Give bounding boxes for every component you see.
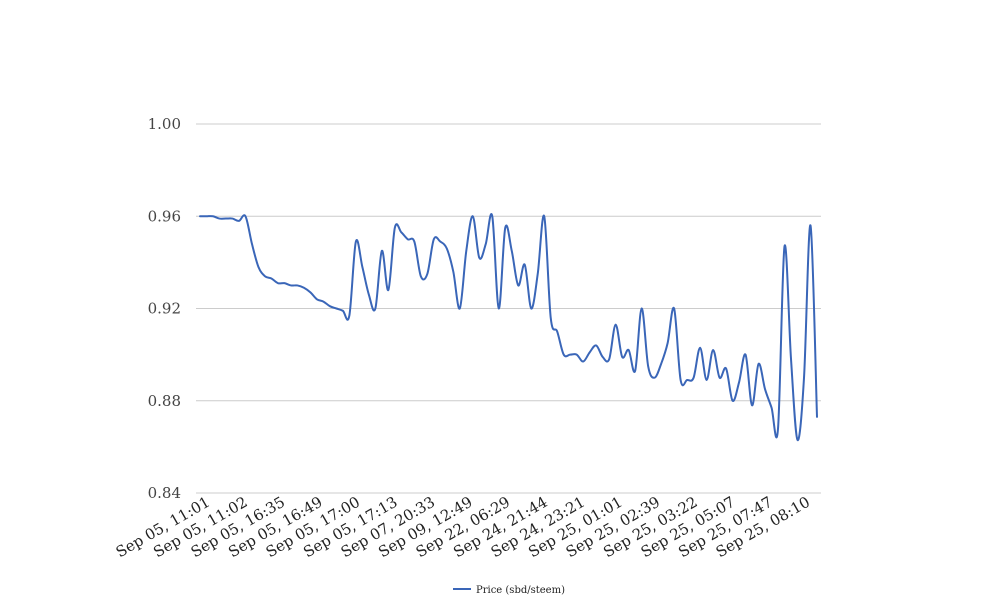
y-tick-label: 0.96	[148, 207, 181, 225]
y-tick-label: 0.92	[148, 300, 181, 318]
y-axis-ticks: 0.84 0.88 0.92 0.96 1.00	[148, 115, 181, 502]
gridlines	[196, 123, 821, 494]
y-tick-label: 0.88	[148, 392, 181, 410]
y-tick-label: 0.84	[148, 484, 181, 502]
legend-label[interactable]: Price (sbd/steem)	[476, 585, 565, 596]
series-lines	[199, 213, 818, 441]
legend[interactable]: Price (sbd/steem)	[453, 585, 565, 596]
series-line-price	[199, 213, 818, 441]
y-tick-label: 1.00	[148, 115, 181, 133]
